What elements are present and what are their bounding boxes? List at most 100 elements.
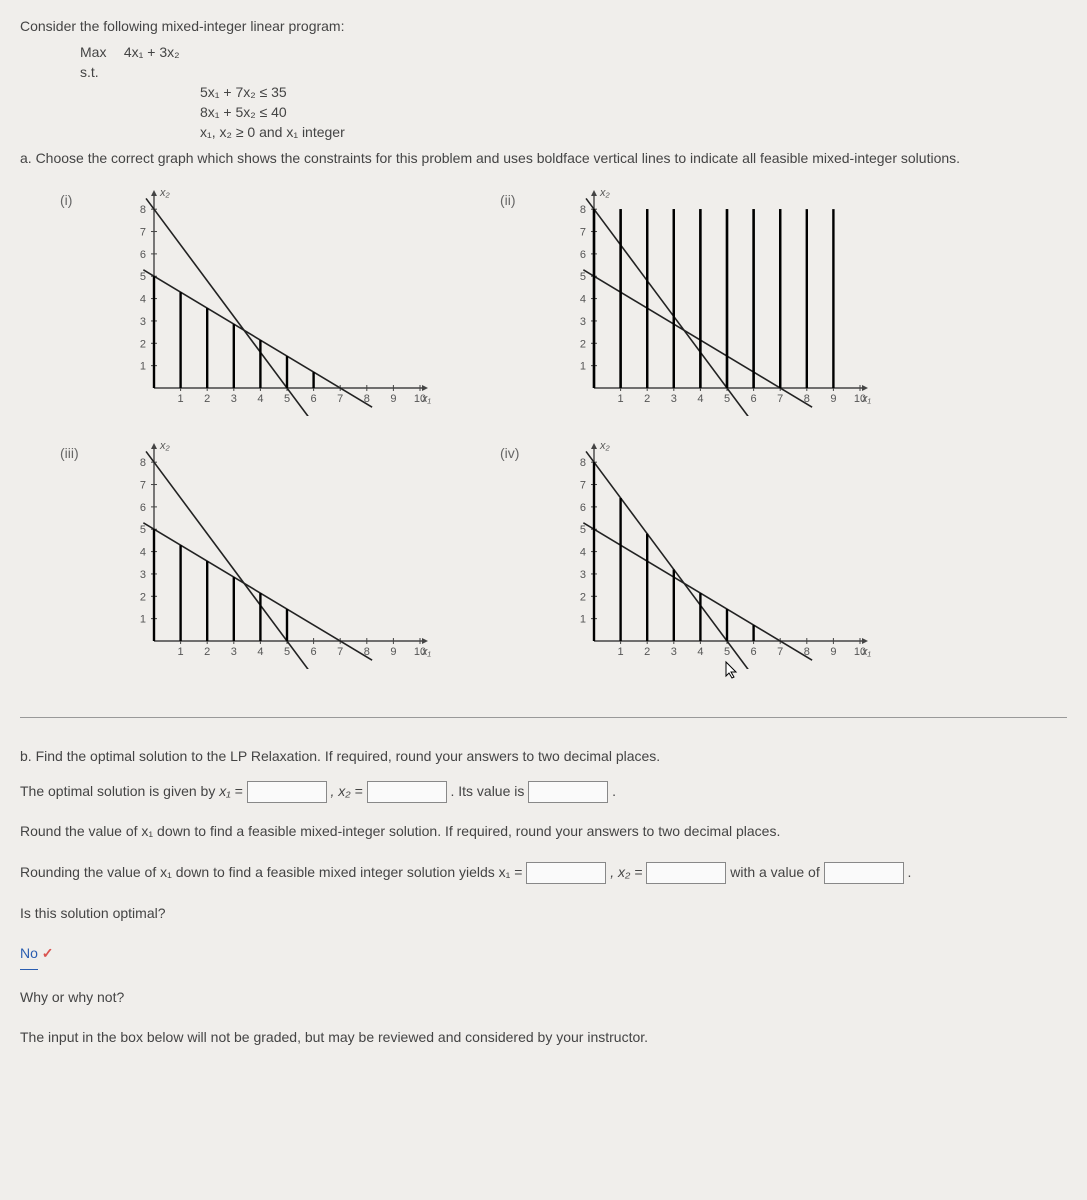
line1-pre: The optimal solution is given by — [20, 783, 219, 799]
svg-text:5: 5 — [580, 524, 586, 536]
svg-text:6: 6 — [311, 646, 317, 658]
part-b-intro: b. Find the optimal solution to the LP R… — [20, 748, 1067, 764]
svg-text:5: 5 — [140, 271, 146, 283]
svg-text:3: 3 — [140, 569, 146, 581]
value-input[interactable] — [528, 781, 608, 803]
footer-note: The input in the box below will not be g… — [20, 1024, 1067, 1051]
lp-relaxation-line: The optimal solution is given by x₁ = , … — [20, 778, 1067, 805]
svg-text:9: 9 — [390, 393, 396, 405]
svg-text:9: 9 — [830, 393, 836, 405]
svg-text:1: 1 — [618, 646, 624, 658]
svg-text:6: 6 — [580, 249, 586, 261]
svg-text:7: 7 — [777, 646, 783, 658]
objective-block: Max 4x₁ + 3x₂ s.t. 5x₁ + 7x₂ ≤ 35 8x₁ + … — [80, 44, 1067, 140]
svg-text:5: 5 — [724, 646, 730, 658]
svg-text:4: 4 — [580, 547, 586, 559]
svg-text:1: 1 — [580, 361, 586, 373]
subject-to-label: s.t. — [80, 64, 120, 80]
period-2: . — [908, 864, 912, 880]
svg-text:4: 4 — [697, 393, 703, 405]
svg-text:5: 5 — [724, 393, 730, 405]
svg-text:7: 7 — [337, 646, 343, 658]
svg-text:2: 2 — [644, 393, 650, 405]
no-answer[interactable]: No — [20, 940, 38, 970]
optimal-question: Is this solution optimal? — [20, 900, 1067, 927]
svg-text:x₂: x₂ — [599, 187, 611, 199]
svg-text:7: 7 — [140, 227, 146, 239]
svg-text:6: 6 — [140, 502, 146, 514]
svg-text:6: 6 — [140, 249, 146, 261]
svg-text:3: 3 — [580, 316, 586, 328]
svg-text:x₂: x₂ — [159, 187, 171, 199]
svg-text:1: 1 — [140, 361, 146, 373]
objective-lhs: Max — [80, 44, 120, 60]
x2-input[interactable] — [367, 781, 447, 803]
svg-text:7: 7 — [337, 393, 343, 405]
svg-text:4: 4 — [140, 547, 146, 559]
svg-text:3: 3 — [140, 316, 146, 328]
svg-text:6: 6 — [751, 393, 757, 405]
constraint-3: x₁, x₂ ≥ 0 and x₁ integer — [200, 124, 1067, 140]
svg-text:1: 1 — [178, 646, 184, 658]
svg-text:8: 8 — [580, 204, 586, 216]
svg-text:7: 7 — [777, 393, 783, 405]
graphs-grid: (i) 1234567891012345678x₁x₂ (ii) 1234567… — [60, 186, 1067, 677]
constraint-1: 5x₁ + 7x₂ ≤ 35 — [200, 84, 1067, 100]
svg-text:1: 1 — [580, 614, 586, 626]
svg-text:4: 4 — [580, 294, 586, 306]
svg-text:9: 9 — [830, 646, 836, 658]
svg-text:2: 2 — [580, 338, 586, 350]
svg-text:x₁: x₁ — [861, 393, 872, 405]
constraints-block: 5x₁ + 7x₂ ≤ 35 8x₁ + 5x₂ ≤ 40 x₁, x₂ ≥ 0… — [200, 84, 1067, 140]
problem-header: Consider the following mixed-integer lin… — [20, 18, 1067, 34]
cursor-icon — [724, 660, 740, 683]
graph-ii: 1234567891012345678x₁x₂ — [560, 186, 940, 419]
rounding-line: Rounding the value of x₁ down to find a … — [20, 859, 1067, 886]
x2-label: , x₂ = — [330, 783, 362, 799]
svg-text:1: 1 — [618, 393, 624, 405]
svg-text:3: 3 — [231, 646, 237, 658]
why-question: Why or why not? — [20, 984, 1067, 1011]
value-label: . Its value is — [450, 783, 524, 799]
no-answer-line: No ✓ — [20, 940, 1067, 970]
graph-label-iv: (iv) — [500, 439, 560, 677]
line3-pre: Rounding the value of x₁ down to find a … — [20, 864, 522, 880]
svg-text:x₁: x₁ — [421, 393, 432, 405]
svg-text:5: 5 — [580, 271, 586, 283]
section-divider — [20, 717, 1067, 718]
svg-text:4: 4 — [697, 646, 703, 658]
period-1: . — [612, 783, 616, 799]
graph-iii: 1234567891012345678x₁x₂ — [120, 439, 500, 677]
svg-text:4: 4 — [140, 294, 146, 306]
check-icon: ✓ — [42, 945, 54, 961]
rounded-x1-input[interactable] — [526, 862, 606, 884]
svg-text:2: 2 — [204, 393, 210, 405]
svg-text:6: 6 — [580, 502, 586, 514]
svg-text:1: 1 — [178, 393, 184, 405]
round-down-instr: Round the value of x₁ down to find a fea… — [20, 818, 1067, 845]
svg-text:4: 4 — [257, 646, 263, 658]
svg-text:x₁: x₁ — [421, 646, 432, 658]
svg-text:2: 2 — [580, 591, 586, 603]
svg-text:3: 3 — [671, 393, 677, 405]
rounded-x2-input[interactable] — [646, 862, 726, 884]
svg-text:8: 8 — [140, 457, 146, 469]
x1-input[interactable] — [247, 781, 327, 803]
svg-text:x₂: x₂ — [159, 440, 171, 452]
svg-text:1: 1 — [140, 614, 146, 626]
svg-text:6: 6 — [311, 393, 317, 405]
svg-text:3: 3 — [231, 393, 237, 405]
svg-text:7: 7 — [580, 227, 586, 239]
svg-text:5: 5 — [284, 393, 290, 405]
svg-text:x₂: x₂ — [599, 440, 611, 452]
graph-i: 1234567891012345678x₁x₂ — [120, 186, 500, 419]
svg-text:2: 2 — [140, 591, 146, 603]
with-value-label: with a value of — [730, 864, 820, 880]
part-a-text: a. Choose the correct graph which shows … — [20, 150, 1067, 166]
x2-label-2: , x₂ = — [610, 864, 642, 880]
svg-text:2: 2 — [644, 646, 650, 658]
rounded-value-input[interactable] — [824, 862, 904, 884]
svg-text:9: 9 — [390, 646, 396, 658]
svg-text:8: 8 — [580, 457, 586, 469]
svg-text:x₁: x₁ — [861, 646, 872, 658]
